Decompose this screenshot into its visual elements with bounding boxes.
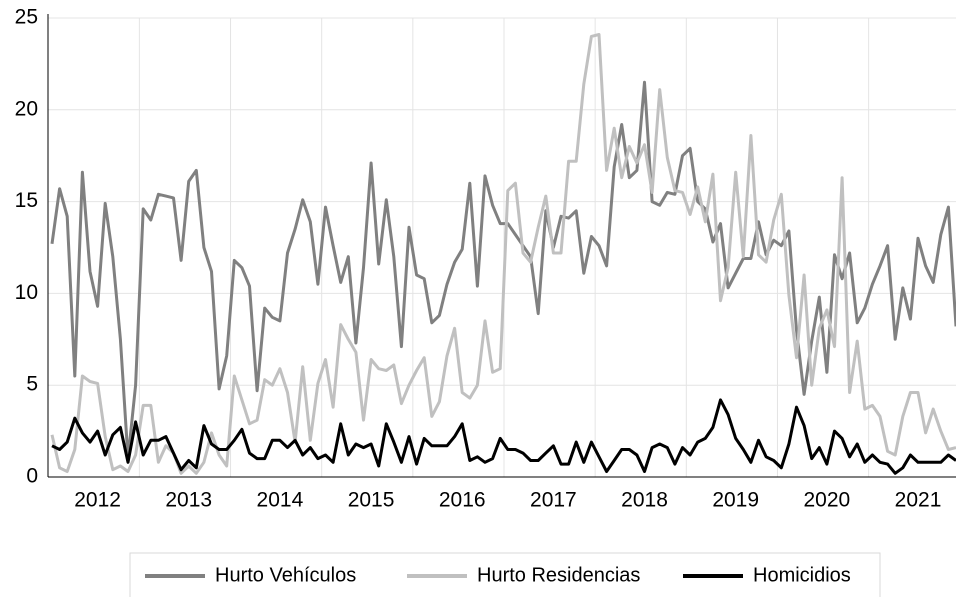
y-tick-label: 0 bbox=[26, 465, 38, 488]
x-tick-label: 2013 bbox=[165, 489, 212, 512]
y-tick-label: 5 bbox=[26, 373, 38, 396]
x-tick-label: 2015 bbox=[348, 489, 395, 512]
y-tick-label: 20 bbox=[15, 97, 38, 120]
x-tick-label: 2016 bbox=[439, 489, 486, 512]
legend-label: Homicidios bbox=[753, 564, 851, 586]
x-tick-label: 2021 bbox=[895, 489, 942, 512]
y-tick-label: 10 bbox=[15, 281, 38, 304]
x-tick-label: 2018 bbox=[621, 489, 668, 512]
x-tick-label: 2012 bbox=[74, 489, 121, 512]
legend-label: Hurto Vehículos bbox=[215, 564, 356, 586]
x-tick-label: 2019 bbox=[712, 489, 759, 512]
x-tick-label: 2017 bbox=[530, 489, 577, 512]
y-tick-label: 15 bbox=[15, 189, 38, 212]
x-tick-label: 2020 bbox=[803, 489, 850, 512]
series-line bbox=[51, 398, 956, 475]
x-tick-label: 2014 bbox=[257, 489, 304, 512]
legend-label: Hurto Residencias bbox=[477, 564, 640, 586]
series-line bbox=[50, 80, 956, 461]
series-line bbox=[50, 33, 956, 475]
legend-box bbox=[129, 552, 881, 597]
y-tick-label: 25 bbox=[15, 6, 38, 29]
